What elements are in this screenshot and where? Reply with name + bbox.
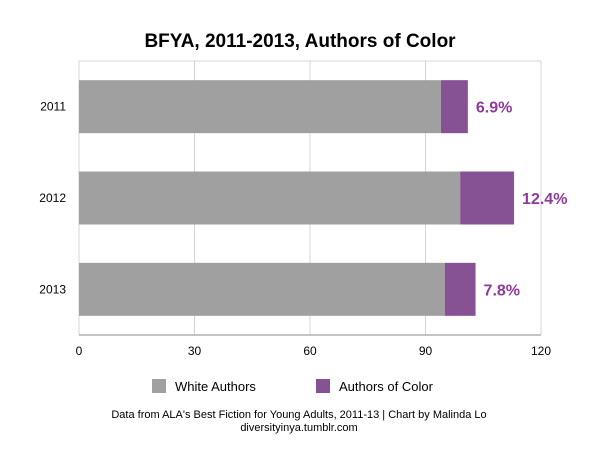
bar-2011-authors-of-color	[440, 80, 468, 134]
x-tick-label-60: 60	[303, 344, 317, 358]
bar-2012-authors-of-color	[460, 171, 515, 225]
legend: White Authors Authors of Color	[152, 379, 434, 394]
bar-2013-authors-of-color	[444, 262, 476, 316]
data-label-2013: 7.8%	[484, 282, 520, 299]
bar-layer	[79, 80, 515, 316]
bar-2013-white-authors	[79, 262, 445, 316]
y-category-label-2012: 2012	[39, 191, 66, 205]
y-category-label-2013: 2013	[39, 282, 66, 296]
legend-label-authors-of-color: Authors of Color	[339, 379, 434, 394]
source-url: diversityinya.tumblr.com	[240, 422, 357, 434]
legend-label-white-authors: White Authors	[175, 379, 256, 394]
bar-2011-white-authors	[79, 80, 441, 134]
data-label-2012: 12.4%	[522, 191, 567, 208]
x-tick-label-0: 0	[76, 344, 83, 358]
data-label-2011: 6.9%	[476, 100, 512, 117]
chart-title: BFYA, 2011-2013, Authors of Color	[144, 31, 456, 52]
y-category-label-2011: 2011	[40, 100, 66, 114]
bar-2012-white-authors	[79, 171, 461, 225]
x-tick-label-30: 30	[188, 344, 202, 358]
legend-swatch-authors-of-color	[316, 379, 330, 393]
label-layer: 6.9% 12.4% 7.8%	[476, 100, 568, 300]
source-note: Data from ALA's Best Fiction for Young A…	[111, 409, 486, 421]
axis-layer: 0 30 60 90 120 2011 2012 2013	[39, 100, 551, 358]
x-tick-label-120: 120	[531, 344, 551, 358]
legend-swatch-white-authors	[152, 379, 166, 393]
x-tick-label-90: 90	[419, 344, 433, 358]
